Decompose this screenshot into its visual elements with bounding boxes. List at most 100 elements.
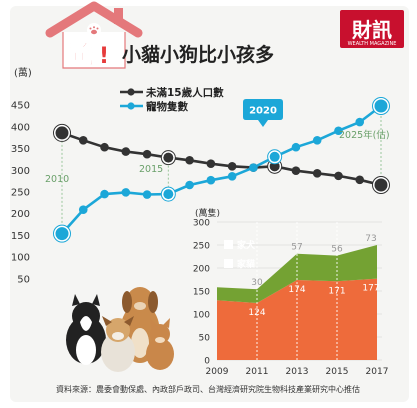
- inset-data-label-dog: 174: [288, 285, 305, 295]
- line-chart: (萬) 50 100 150 200 250 300 350 400 450 未滿15歲人口數 …: [11, 66, 390, 285]
- y-tick-label: 300: [11, 166, 30, 177]
- data-point-pets: [55, 227, 69, 241]
- data-point-children: [142, 149, 152, 159]
- exclaim-mark: !: [99, 44, 109, 69]
- y-tick-label: 350: [11, 144, 30, 155]
- y-tick-label: 100: [11, 253, 30, 264]
- data-point-pets: [312, 135, 322, 145]
- data-point-children: [334, 171, 343, 181]
- data-point-pets: [269, 151, 280, 162]
- legend-label-dog: 家犬: [237, 239, 256, 251]
- y-tick-label: 400: [11, 122, 30, 133]
- callout-2020-text: 2020: [249, 106, 277, 117]
- data-point-children: [206, 159, 216, 169]
- y-tick-label: 200: [11, 209, 30, 220]
- area-chart: (萬隻) 0 50 100 150 200 250 300 124 174 171 177 30 57…: [193, 207, 389, 377]
- inset-y-tick-label: 200: [193, 265, 210, 275]
- legend-marker-children: [127, 88, 135, 96]
- data-point-children: [100, 142, 109, 152]
- exclaim-character: 驚: [70, 40, 96, 69]
- data-point-pets: [100, 189, 109, 199]
- inset-areas: [217, 222, 377, 360]
- data-point-pets: [374, 99, 388, 113]
- y-tick-label: 250: [11, 188, 30, 199]
- inset-data-labels: 124 174 171 177 30 57 56 73: [248, 234, 379, 318]
- inset-x-tick-label: 2009: [206, 367, 229, 377]
- inset-y-tick-label: 300: [193, 219, 210, 229]
- data-point-pets: [121, 188, 131, 197]
- source-note: 資料來源：農委會動保處、內政部戶政司、台灣經濟研究院生物科技產業研究中心推估: [56, 384, 360, 394]
- logo-text: 財訊: [352, 18, 392, 42]
- series-line-pets: [61, 104, 382, 235]
- callout-2020: 2020: [243, 99, 283, 127]
- dog-illustration-left: [66, 294, 106, 365]
- dog-illustration-center: [101, 316, 135, 372]
- inset-x-tick-label: 2015: [326, 367, 349, 377]
- y-axis-unit-label: (萬): [14, 66, 32, 79]
- inset-y-tick-label: 150: [193, 288, 210, 298]
- inset-x-tick-label: 2017: [366, 367, 389, 377]
- legend-label-children: 未滿15歲人口數: [145, 86, 224, 99]
- data-point-children: [185, 155, 194, 165]
- inset-y-tick-label: 250: [193, 242, 210, 252]
- data-point-children: [163, 152, 174, 163]
- inset-y-tick-label: 100: [193, 311, 210, 321]
- data-point-pets: [78, 205, 88, 215]
- data-point-pets: [142, 190, 152, 199]
- data-point-pets: [291, 142, 301, 152]
- legend-swatch-dog: [224, 240, 233, 249]
- inset-data-label-dog: 124: [248, 308, 265, 318]
- legend-marker-pets: [127, 102, 135, 110]
- series-lines: [61, 104, 382, 235]
- legend: 未滿15歲人口數 寵物隻數: [120, 86, 224, 113]
- annotation-2025: 2025年(估): [339, 129, 390, 141]
- data-point-children: [291, 166, 301, 175]
- data-point-children: [374, 178, 388, 192]
- year-guides: [61, 112, 382, 234]
- data-point-pets: [206, 175, 216, 185]
- data-point-pets: [185, 180, 194, 190]
- logo-subtext: WEALTH MAGAZINE: [348, 41, 397, 47]
- y-tick-label: 450: [11, 101, 30, 112]
- page-title: 小貓小狗比小孩多: [122, 43, 274, 66]
- inset-x-tick-label: 2011: [246, 367, 269, 377]
- y-axis-ticks: 50 100 150 200 250 300 350 400 450: [11, 101, 30, 286]
- inset-y-tick-label: 0: [204, 357, 210, 367]
- series-line-children: [61, 131, 382, 187]
- inset-data-label-dog: 171: [328, 286, 345, 296]
- paw-icon: [87, 23, 101, 37]
- y-tick-label: 50: [17, 274, 30, 285]
- annotation-2010: 2010: [45, 174, 69, 185]
- inset-data-label-cat: 73: [365, 234, 376, 244]
- pets-illustration: [66, 287, 174, 372]
- data-point-pets: [227, 172, 237, 181]
- data-point-children: [355, 175, 365, 185]
- data-point-children: [55, 126, 69, 140]
- data-point-children: [121, 147, 131, 156]
- data-point-pets: [249, 163, 258, 172]
- y-tick-label: 150: [11, 231, 30, 242]
- data-point-pets: [355, 117, 365, 127]
- inset-data-label-cat: 57: [291, 243, 302, 253]
- inset-y-tick-label: 50: [199, 334, 211, 344]
- series-points: [53, 97, 390, 243]
- cat-illustration: [146, 318, 174, 370]
- inset-data-label-cat: 56: [331, 245, 343, 255]
- data-point-pets: [334, 126, 343, 136]
- house-icon: [45, 1, 143, 69]
- data-point-pets: [163, 189, 174, 200]
- legend-label-cat: 家貓: [237, 258, 255, 270]
- inset-x-tick-label: 2013: [286, 367, 309, 377]
- legend-label-pets: 寵物隻數: [146, 100, 188, 113]
- inset-x-axis-ticks: 2009 2011 2013 2015 2017: [206, 367, 389, 377]
- magazine-logo: 財訊 WEALTH MAGAZINE: [340, 10, 404, 48]
- annotation-2015: 2015: [139, 164, 163, 175]
- data-point-children: [78, 135, 88, 145]
- inset-unit-label: (萬隻): [195, 207, 220, 219]
- inset-data-label-dog: 177: [362, 284, 379, 294]
- data-point-children: [227, 162, 237, 171]
- legend-swatch-cat: [224, 259, 233, 268]
- inset-data-label-cat: 30: [251, 278, 263, 288]
